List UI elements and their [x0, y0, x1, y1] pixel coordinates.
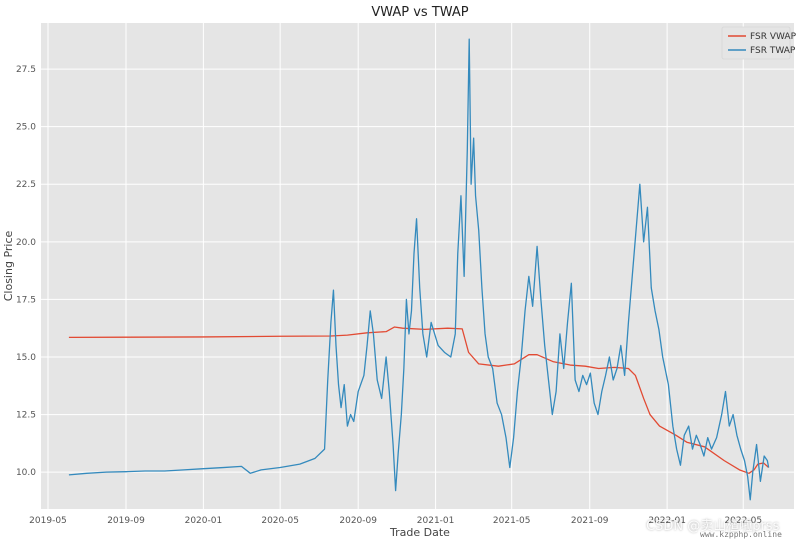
chart-title: VWAP vs TWAP [371, 5, 468, 20]
series-layer [68, 38, 770, 501]
legend-label-twap: FSR TWAP [750, 46, 796, 56]
x-tick-label: 2021-09 [571, 516, 609, 526]
x-tick-label: 2021-01 [417, 516, 455, 526]
x-tick-label: 2019-09 [107, 516, 145, 526]
watermark-text: CSDN @卖山楂啦prss [646, 519, 780, 534]
y-tick-label: 27.5 [16, 65, 36, 75]
x-tick-label: 2019-05 [29, 516, 67, 526]
x-tick-label: 2020-09 [339, 516, 377, 526]
y-axis-label: Closing Price [2, 231, 15, 302]
x-tick-label: 2021-05 [493, 516, 531, 526]
y-tick-label: 10.0 [16, 468, 36, 478]
x-axis-label: Trade Date [389, 526, 450, 539]
x-tick-label: 2020-05 [261, 516, 299, 526]
x-gridlines [47, 23, 744, 509]
x-tick-label: 2022-05 [724, 516, 762, 526]
y-gridlines [41, 68, 794, 473]
x-tick-label: 2020-01 [185, 516, 223, 526]
x-tick-label: 2022-01 [648, 516, 686, 526]
legend: FSR VWAP FSR TWAP [721, 26, 797, 60]
y-tick-labels: 10.0 12.5 15.0 17.5 20.0 22.5 25.0 27.5 [16, 65, 36, 478]
x-tick-labels: 2019-05 2019-09 2020-01 2020-05 2020-09 2021-… [29, 516, 762, 526]
plot-area [41, 23, 794, 509]
y-tick-label: 22.5 [16, 180, 36, 190]
watermark-domain: www.kzpphp.online [700, 530, 782, 539]
y-tick-label: 15.0 [16, 353, 36, 363]
y-tick-label: 20.0 [16, 238, 36, 248]
legend-label-vwap: FSR VWAP [750, 32, 797, 42]
y-tick-label: 17.5 [16, 295, 36, 305]
series-line-twap [68, 38, 770, 501]
y-tick-label: 25.0 [16, 123, 36, 133]
legend-box [721, 26, 791, 60]
y-tick-label: 12.5 [16, 411, 36, 421]
